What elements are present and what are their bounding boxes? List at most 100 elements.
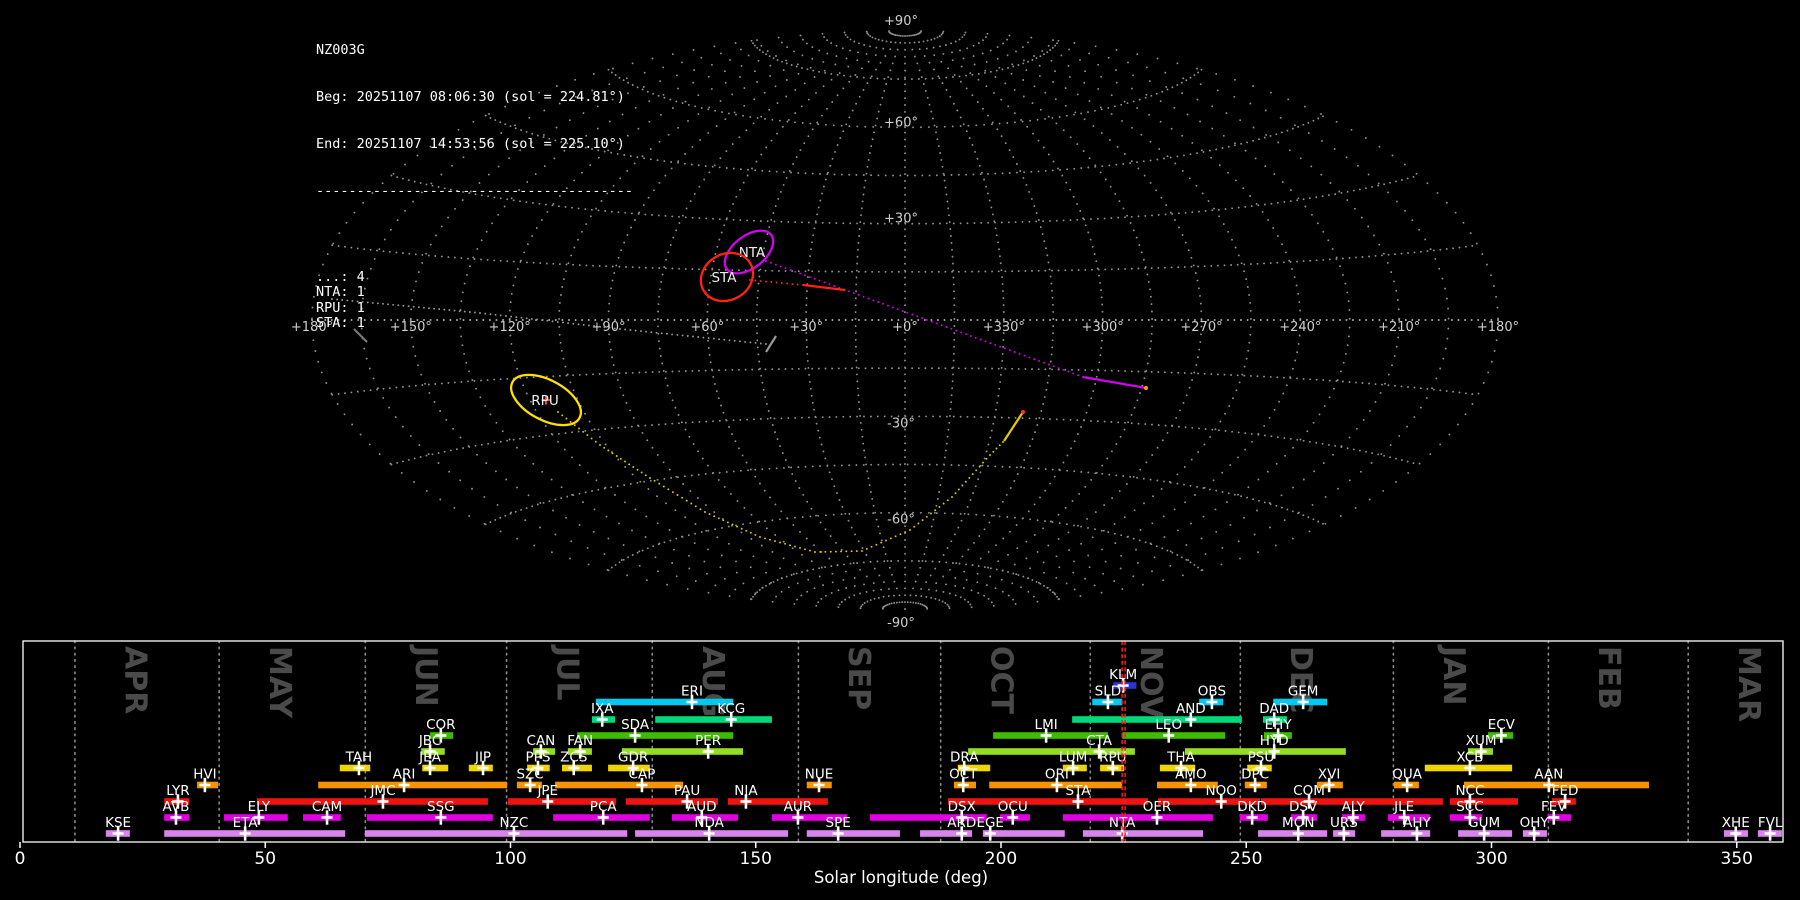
shower-label-JIP: JIP <box>474 750 491 766</box>
sporadic-1 <box>331 298 777 353</box>
shower-JBC-row4: JBC <box>418 733 445 759</box>
shower-label-IXA: IXA <box>591 701 614 717</box>
shower-LEO-row3: LEO <box>1122 717 1226 743</box>
shower-DKD-row8: DKD <box>1237 799 1268 825</box>
shower-ARD-row9: ARD <box>920 815 976 841</box>
shower-AND-row2: AND <box>1072 701 1242 727</box>
shower-label-RPU: RPU <box>1099 750 1126 766</box>
shower-label-NOO: NOO <box>1206 783 1237 799</box>
shower-GDR-row5: GDR <box>608 750 650 776</box>
x-tick-label: 350 <box>1721 849 1753 869</box>
shower-label-FVL: FVL <box>1758 815 1783 831</box>
station-id: NZ003G <box>316 42 365 59</box>
shower-label-NIA: NIA <box>734 783 758 799</box>
month-label-JUL: JUL <box>549 644 584 701</box>
shower-label-ZCS: ZCS <box>560 750 587 766</box>
shower-label-AMO: AMO <box>1175 767 1207 783</box>
shower-JIP-row5: JIP <box>468 750 493 776</box>
shower-bar-NIA <box>727 798 828 805</box>
shower-bars: KLM ERI SLD OBS GEM IXA KCG AND DAD COR SDA LMI LEO E… <box>105 667 1783 841</box>
shower-IXA-row2: IXA <box>591 701 615 727</box>
shower-bar-CAP <box>555 781 684 789</box>
STA-meteor-solid-track <box>802 283 846 292</box>
RPU-meteor-dotted-track <box>557 411 1004 553</box>
shower-label-KLM: KLM <box>1109 667 1137 683</box>
shower-XVI-row6: XVI <box>1316 767 1343 793</box>
shower-AVB-row8: AVB <box>163 799 189 825</box>
month-label-OCT: OCT <box>983 646 1018 715</box>
shower-bar-ERI <box>595 698 734 706</box>
shower-label-AND: AND <box>1176 701 1206 717</box>
shower-label-AUD: AUD <box>687 799 717 815</box>
shower-CTA-row4: CTA <box>968 733 1135 759</box>
radiant-RPU: RPU <box>510 373 582 427</box>
shower-AHY-row9: AHY <box>1381 815 1432 841</box>
shower-label-ECV: ECV <box>1488 717 1516 733</box>
month-bands: APR MAY JUN JUL AUG SEP OCT NOV DEC JAN FEB MAR <box>74 640 1766 843</box>
shower-STA-row7: STA <box>948 783 1149 809</box>
shower-label-JLE: JLE <box>1393 799 1414 815</box>
x-tick-label: 200 <box>985 849 1017 869</box>
shower-SSG-row8: SSG <box>366 799 493 825</box>
shower-label-PPS: PPS <box>526 750 551 766</box>
x-tick-label: 150 <box>740 849 772 869</box>
shower-label-ERI: ERI <box>681 684 703 700</box>
month-label-MAY: MAY <box>262 646 297 719</box>
month-label-JAN: JAN <box>1436 644 1471 706</box>
shower-OHY-row9: OHY <box>1520 815 1550 841</box>
shower-label-JMC: JMC <box>369 783 395 799</box>
shower-bar-KCG <box>655 716 772 723</box>
shower-QUA-row6: QUA <box>1392 767 1423 793</box>
shower-PSU-row5: PSU <box>1247 750 1274 776</box>
shower-bar-NTA <box>1082 830 1204 837</box>
shower-label-KCG: KCG <box>717 701 745 717</box>
x-tick-label: 50 <box>254 849 276 869</box>
shower-NIA-row7: NIA <box>727 783 828 809</box>
shower-label-JPE: JPE <box>536 783 558 799</box>
shower-label-XVI: XVI <box>1318 767 1340 783</box>
shower-label-LEO: LEO <box>1155 717 1182 733</box>
NTA-meteor <box>765 260 1149 391</box>
shower-EHY-row3: EHY <box>1263 717 1292 743</box>
x-axis: 0 50 100 150 200 250 300 350 Solar longitude (de… <box>15 842 1753 887</box>
RPU-meteor-tip <box>1020 409 1026 415</box>
radiant-STA: STA <box>699 251 755 303</box>
sporadic-1-solid-track <box>765 335 777 353</box>
shower-count-list: ...: 4 NTA: 1 RPU: 1 STA: 1 <box>316 269 633 331</box>
shower-bar-SDA <box>577 732 734 739</box>
shower-AMO-row6: AMO <box>1156 767 1218 793</box>
lat-tick-label: +60° <box>884 115 918 130</box>
shower-CAN-row4: CAN <box>527 733 555 759</box>
shower-MON-row9: MON <box>1258 815 1328 841</box>
shower-COM-row7: COM <box>1260 783 1443 809</box>
shower-FVL-row9: FVL <box>1758 815 1783 841</box>
shower-KLM-row0: KLM <box>1109 667 1137 693</box>
RPU-meteor-solid-track <box>1003 411 1024 442</box>
x-tick-label: 100 <box>494 849 526 869</box>
shower-ARI-row6: ARI <box>318 767 508 793</box>
shower-OCU-row8: OCU <box>998 799 1030 825</box>
shower-label-CAP: CAP <box>629 767 656 783</box>
shower-RPU-row5: RPU <box>1099 750 1127 776</box>
shower-count-NTA: NTA: 1 <box>316 284 365 301</box>
shower-label-SSG: SSG <box>427 799 455 815</box>
shower-JLE-row8: JLE <box>1388 799 1431 825</box>
shower-bar-AHY <box>1381 830 1431 837</box>
shower-bar-PER <box>621 748 743 755</box>
shower-label-AHY: AHY <box>1403 815 1431 831</box>
shower-label-ARD: ARD <box>947 815 976 831</box>
shower-label-OHY: OHY <box>1520 815 1550 831</box>
shower-label-DAD: DAD <box>1259 701 1289 717</box>
shower-KCG-row2: KCG <box>655 701 772 727</box>
lat-tick-label: -30° <box>887 416 915 431</box>
NTA-meteor-solid-track <box>1082 375 1147 390</box>
shower-label-GEM: GEM <box>1288 684 1319 700</box>
shower-label-OER: OER <box>1143 799 1172 815</box>
shower-label-OCU: OCU <box>998 799 1028 815</box>
end-time: End: 20251107 14:53:56 (sol = 225.10°) <box>316 135 625 152</box>
shower-NDA-row9: NDA <box>635 815 789 841</box>
shower-label-PCA: PCA <box>590 799 618 815</box>
shower-SLD-row1: SLD <box>1092 684 1123 710</box>
